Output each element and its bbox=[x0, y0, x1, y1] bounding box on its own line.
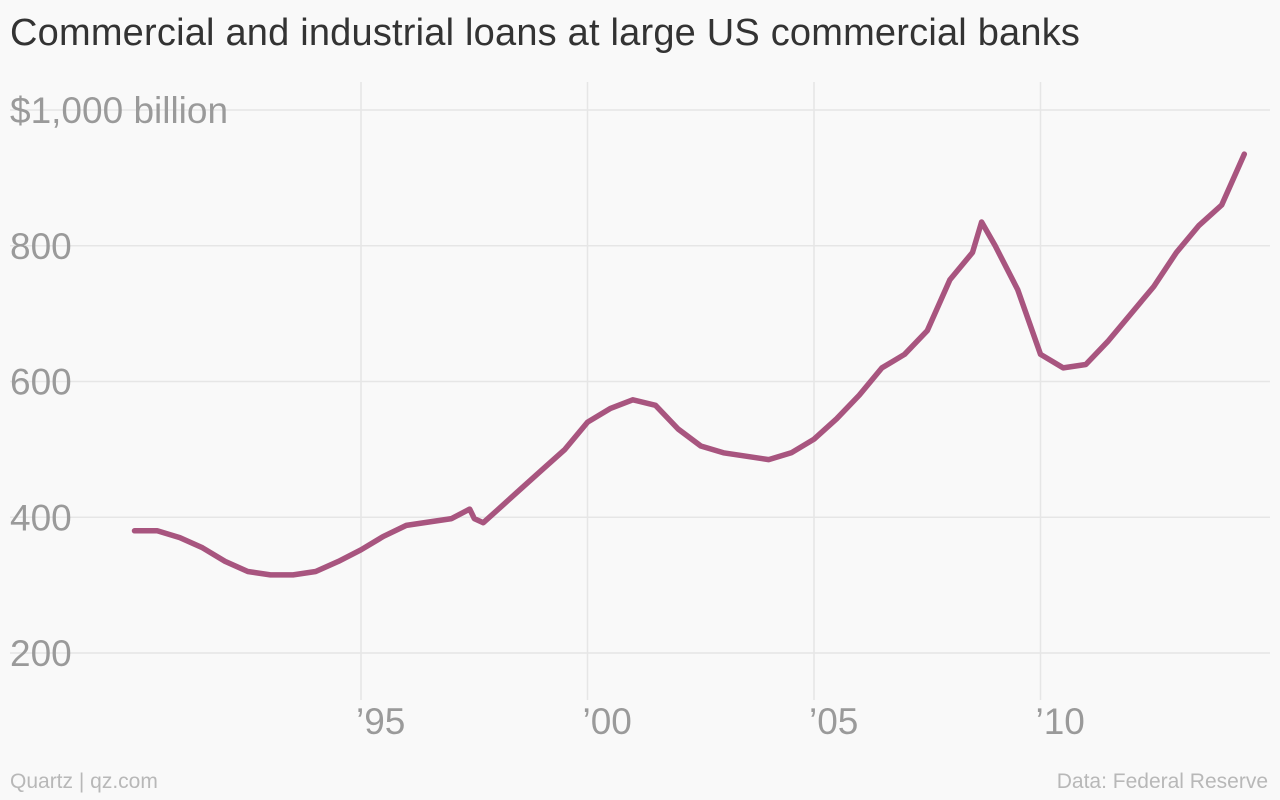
footer-source: Data: Federal Reserve bbox=[1056, 770, 1268, 793]
x-tick-label: ’00 bbox=[583, 701, 632, 742]
y-tick-label: $1,000 billion bbox=[10, 90, 228, 131]
x-tick-label: ’05 bbox=[809, 701, 858, 742]
y-tick-label: 800 bbox=[10, 226, 72, 267]
y-tick-label: 600 bbox=[10, 362, 72, 403]
x-tick-label: ’95 bbox=[356, 701, 405, 742]
chart-title: Commercial and industrial loans at large… bbox=[10, 12, 1081, 54]
footer-credit: Quartz | qz.com bbox=[10, 770, 158, 793]
y-tick-label: 200 bbox=[10, 633, 72, 674]
x-tick-label: ’10 bbox=[1036, 701, 1085, 742]
y-tick-label: 400 bbox=[10, 497, 72, 538]
series-line bbox=[131, 151, 1248, 578]
